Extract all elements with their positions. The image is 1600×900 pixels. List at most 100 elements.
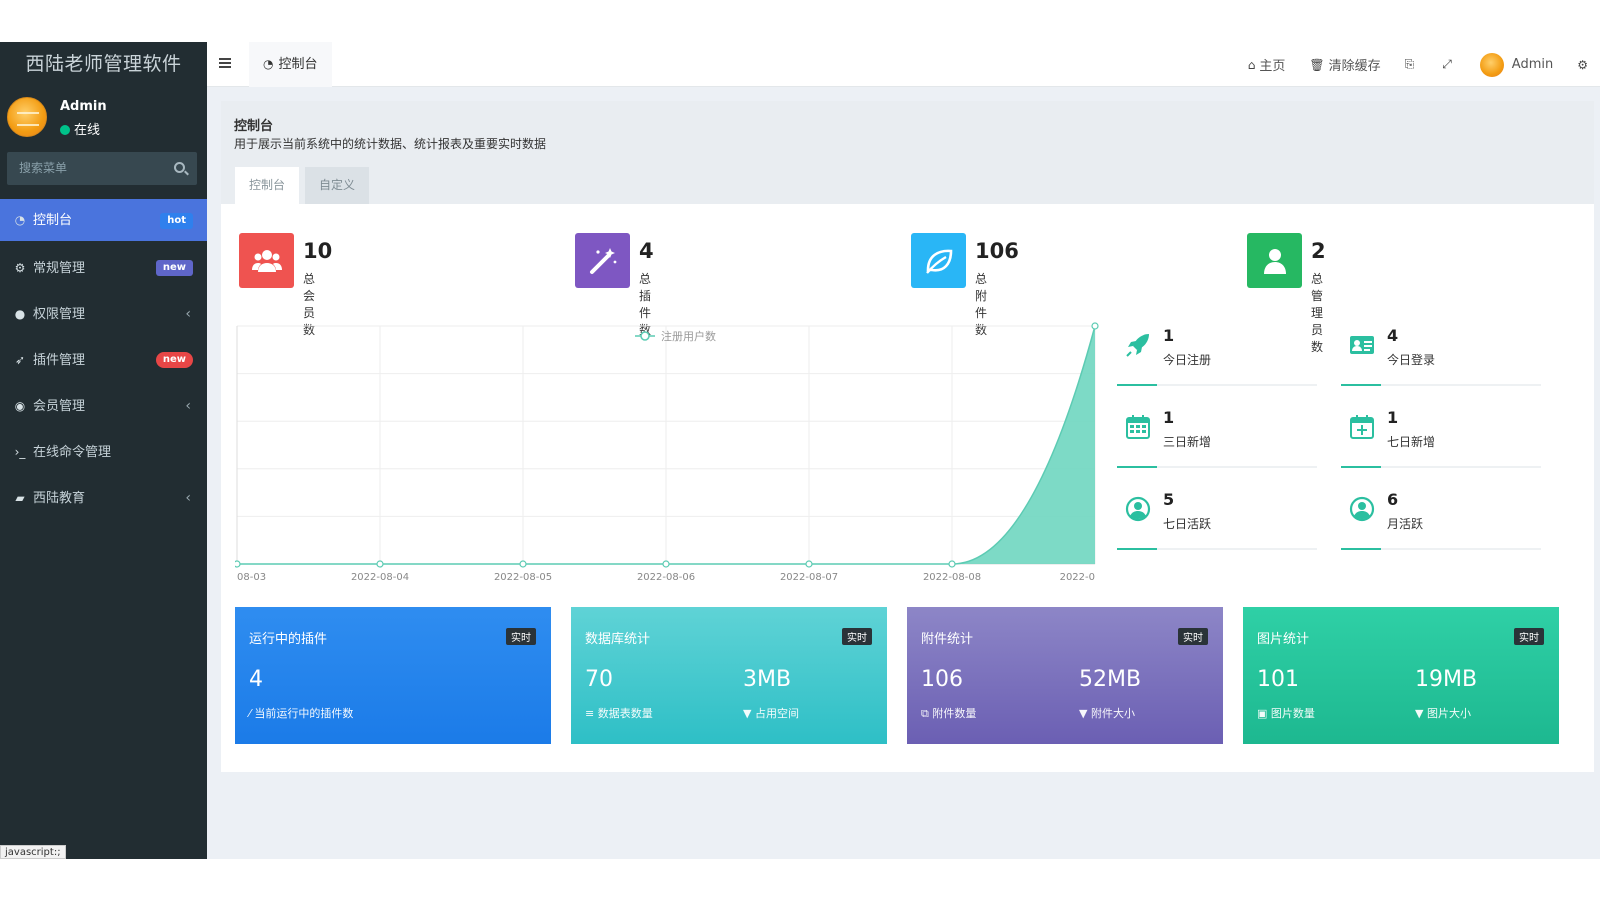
registration-chart-svg: 08-03 2022-08-04 2022-08-05 2022-08-06 2022-… <box>233 322 1099 583</box>
card-sub-secondary: ▼ 占用空间 <box>743 705 799 721</box>
sidebar-item-general[interactable]: ⚙ 常规管理 new <box>0 245 207 291</box>
chart-x-tick-label: 2022-0 <box>1060 572 1095 583</box>
database-icon: ≡ <box>585 707 598 720</box>
stat-icon-box <box>575 233 630 288</box>
mini-stat-underline <box>1341 548 1541 550</box>
sidebar-item-online-command[interactable]: ›_ 在线命令管理 <box>0 429 207 475</box>
search-icon[interactable] <box>174 162 185 173</box>
chevron-left-icon: ‹ <box>185 398 191 414</box>
hot-badge: hot <box>160 213 193 229</box>
mini-stat-label: 今日注册 <box>1163 353 1212 367</box>
stat-label: 总管理员数 <box>1311 272 1324 354</box>
chart-x-tick-label: 2022-08-08 <box>923 572 981 583</box>
card-title: 附件统计 <box>921 632 974 647</box>
calendar-plus-icon <box>1350 415 1374 439</box>
user-icon <box>1264 249 1286 274</box>
sidebar-item-plugins[interactable]: ➶ 插件管理 new <box>0 337 207 383</box>
chart-data-point <box>233 560 241 568</box>
mini-stat-underline <box>1117 384 1317 386</box>
chart-data-point <box>662 560 670 568</box>
mini-stat-today-login: 4 今日登录 <box>1341 324 1541 386</box>
home-label: 主页 <box>1259 59 1286 74</box>
card-value-secondary: 3MB <box>743 667 792 692</box>
mini-stat-value: 4 <box>1387 326 1399 345</box>
online-dot-icon <box>60 125 70 135</box>
chart-series-line <box>237 325 1096 565</box>
chart-x-tick-label: 08-03 <box>237 572 266 583</box>
menu-toggle-icon[interactable] <box>219 58 231 68</box>
sidebar-menu: ◔ 控制台 hot ⚙ 常规管理 new ● 权限管理 ‹ ➶ 插件管理 new ◉ 会员… <box>0 199 207 521</box>
chart-series-area <box>237 326 1095 564</box>
mini-stat-underline <box>1341 384 1541 386</box>
mini-stat-underline <box>1341 466 1541 468</box>
tab-dashboard[interactable]: 控制台 <box>235 167 300 204</box>
mini-stat-three-day-new: 1 三日新增 <box>1117 406 1317 468</box>
clear-cache-label: 清除缓存 <box>1328 59 1381 74</box>
mini-stat-underline <box>1117 548 1317 550</box>
chart-legend-marker <box>640 331 650 341</box>
card-image-stats[interactable]: 图片统计 实时 101 19MB ▣ 图片数量 ▼ 图片大小 <box>1243 607 1559 744</box>
sidebar-item-label: 西陆教育 <box>33 491 86 506</box>
realtime-badge: 实时 <box>1178 628 1208 645</box>
sidebar-item-dashboard[interactable]: ◔ 控制台 hot <box>0 199 207 241</box>
mini-stat-label: 三日新增 <box>1163 435 1212 449</box>
clear-cache-button[interactable]: 🗑 清除缓存 <box>1309 55 1381 75</box>
mini-stat-label: 今日登录 <box>1387 353 1436 367</box>
top-right-actions: ⌂ 主页 🗑 清除缓存 ⎘ ⤢ Admin ⚙ <box>1248 42 1600 87</box>
realtime-badge: 实时 <box>1514 628 1544 645</box>
menu-search-input[interactable]: 搜索菜单 <box>7 152 197 185</box>
chart-data-point <box>519 560 527 568</box>
app-title[interactable]: 西陆老师管理软件 <box>0 42 207 87</box>
stat-icon-box <box>911 233 966 288</box>
fullscreen-button[interactable]: ⤢ <box>1442 57 1456 72</box>
avatar <box>7 97 47 137</box>
app-frame: 西陆老师管理软件 Admin 在线 搜索菜单 ◔ 控制台 hot ⚙ 常规管理 ne… <box>0 42 1600 859</box>
tab-dashboard[interactable]: ◔ 控制台 <box>249 42 332 87</box>
mini-stat-value: 1 <box>1387 408 1399 427</box>
dashboard-icon: ◔ <box>263 57 274 71</box>
card-sub-primary: ⧉ 附件数量 <box>921 705 976 721</box>
mini-stat-value: 5 <box>1163 490 1175 509</box>
language-button[interactable]: ⎘ <box>1405 57 1419 72</box>
home-link[interactable]: ⌂ 主页 <box>1248 55 1286 75</box>
stat-value: 2 <box>1311 239 1326 263</box>
card-sub-primary-text: 数据表数量 <box>597 707 653 720</box>
mini-stat-label: 月活跃 <box>1387 517 1424 531</box>
new-badge: new <box>155 260 193 276</box>
dashboard-icon: ◔ <box>14 213 26 227</box>
card-running-plugins[interactable]: 运行中的插件 实时 4 ⁄ 当前运行中的插件数 <box>235 607 551 744</box>
rocket-icon: ➶ <box>14 353 26 367</box>
user-menu[interactable]: Admin <box>1479 52 1553 77</box>
sidebar-item-permissions[interactable]: ● 权限管理 ‹ <box>0 291 207 337</box>
image-icon: ▣ <box>1257 707 1271 720</box>
settings-button[interactable]: ⚙ <box>1577 58 1592 72</box>
stat-icon-box <box>1247 233 1302 288</box>
top-navbar: ◔ 控制台 ⌂ 主页 🗑 清除缓存 ⎘ ⤢ Admin ⚙ <box>207 42 1600 87</box>
browser-status-bar: javascript:; <box>0 845 66 859</box>
sidebar-item-members[interactable]: ◉ 会员管理 ‹ <box>0 383 207 429</box>
mini-stat-underline <box>1117 466 1317 468</box>
main-content: 控制台 用于展示当前系统中的统计数据、统计报表及重要实时数据 控制台 自定义 1… <box>207 87 1600 859</box>
chart-data-point <box>376 560 384 568</box>
leaf-icon <box>926 249 953 274</box>
magic-wand-icon <box>590 248 617 274</box>
terminal-icon: ›_ <box>14 445 26 459</box>
chevron-left-icon: ‹ <box>185 306 191 322</box>
card-database-stats[interactable]: 数据库统计 实时 70 3MB ≡ 数据表数量 ▼ 占用空间 <box>571 607 887 744</box>
sidebar-item-xilu-education[interactable]: ▰ 西陆教育 ‹ <box>0 475 207 521</box>
chart-legend-label: 注册用户数 <box>661 329 716 343</box>
user-panel: Admin 在线 搜索菜单 <box>0 87 207 185</box>
trash-icon: 🗑 <box>1309 57 1325 72</box>
tab-custom[interactable]: 自定义 <box>305 167 370 204</box>
card-sub-secondary: ▼ 图片大小 <box>1415 705 1471 721</box>
tab-label: 控制台 <box>278 57 318 72</box>
new-badge: new <box>155 352 193 368</box>
cogs-icon: ⚙ <box>1577 57 1588 72</box>
filter-icon: ▼ <box>1079 707 1091 720</box>
card-sub-primary: ⁄ 当前运行中的插件数 <box>249 705 353 721</box>
mini-stat-label: 七日新增 <box>1387 435 1436 449</box>
dashboard-panel: 10 总会员数 4 总插件数 106 总附件数 <box>221 204 1594 772</box>
sidebar-item-label: 在线命令管理 <box>33 445 112 460</box>
card-attachment-stats[interactable]: 附件统计 实时 106 52MB ⧉ 附件数量 ▼ 附件大小 <box>907 607 1223 744</box>
chevron-left-icon: ‹ <box>185 490 191 506</box>
